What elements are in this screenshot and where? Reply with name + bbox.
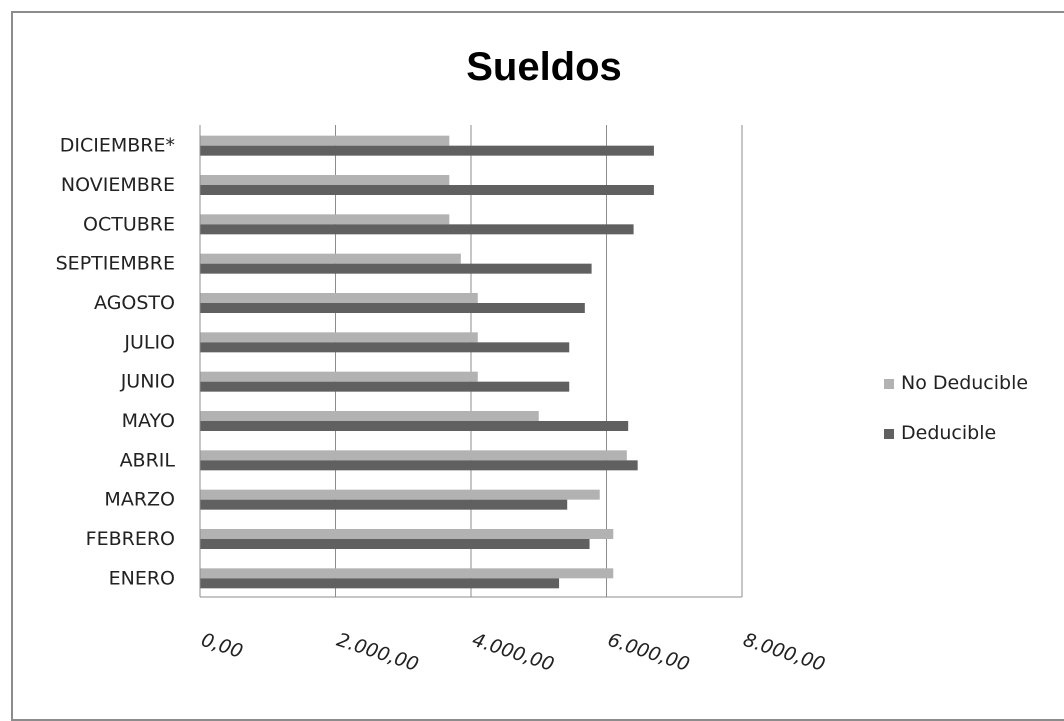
bar-deducible-diciembre	[200, 145, 654, 156]
bar-deducible-octubre	[200, 224, 634, 235]
x-tick-label: 6.000,00	[605, 629, 692, 676]
bar-deducible-septiembre	[200, 263, 592, 274]
bar-deducible-abril	[200, 460, 638, 471]
legend-swatch-deducible	[884, 429, 894, 439]
category-label: SEPTIEMBRE	[56, 253, 175, 275]
category-label: DICIEMBRE*	[60, 135, 175, 157]
bar-no-deducible-febrero	[200, 529, 614, 539]
bar-deducible-marzo	[200, 499, 568, 510]
chart-frame	[11, 11, 1064, 721]
bar-no-deducible-septiembre	[200, 253, 461, 264]
category-label: JUNIO	[120, 371, 175, 393]
category-label: OCTUBRE	[83, 213, 175, 235]
x-tick-label: 8.000,00	[740, 629, 827, 676]
bar-deducible-febrero	[200, 539, 590, 549]
bar-no-deducible-octubre	[200, 214, 450, 225]
bar-no-deducible-diciembre	[200, 135, 450, 146]
axes	[199, 125, 742, 598]
category-label: ENERO	[109, 567, 175, 589]
category-labels: ENERO FEBRERO MARZO ABRIL MAYO JUNIO JULIO AGOS…	[56, 135, 176, 590]
category-label: MAYO	[122, 410, 175, 432]
bar-no-deducible-marzo	[200, 489, 600, 500]
bar-deducible-junio	[200, 381, 570, 392]
legend-label-no-deducible: No Deducible	[901, 372, 1028, 394]
bar-deducible-julio	[200, 342, 570, 353]
bar-deducible-mayo	[200, 421, 629, 431]
category-label: NOVIEMBRE	[61, 174, 175, 196]
chart-title: Sueldos	[466, 45, 622, 89]
legend: No Deducible Deducible	[884, 372, 1028, 444]
bar-no-deducible-julio	[200, 332, 478, 343]
bar-deducible-noviembre	[200, 185, 654, 195]
category-label: ABRIL	[120, 449, 176, 471]
bar-deducible-enero	[200, 578, 560, 589]
x-tick-label: 0,00	[198, 629, 245, 663]
category-label: AGOSTO	[94, 292, 175, 314]
bar-no-deducible-agosto	[200, 293, 478, 303]
bar-no-deducible-mayo	[200, 411, 539, 421]
x-tick-label: 4.000,00	[469, 629, 556, 676]
bar-deducible-agosto	[200, 303, 585, 313]
bar-no-deducible-junio	[200, 371, 478, 382]
gridlines	[199, 125, 743, 597]
bar-no-deducible-abril	[200, 450, 627, 461]
bar-no-deducible-noviembre	[200, 175, 450, 185]
legend-label-deducible: Deducible	[901, 422, 996, 444]
bar-no-deducible-enero	[200, 568, 614, 579]
bars	[200, 135, 654, 589]
x-tick-labels: 0,00 2.000,00 4.000,00 6.000,00 8.000,00	[198, 629, 827, 676]
category-label: MARZO	[104, 489, 175, 511]
legend-swatch-no-deducible	[884, 379, 894, 389]
category-label: JULIO	[123, 331, 175, 353]
x-tick-label: 2.000,00	[334, 629, 421, 676]
category-label: FEBRERO	[86, 528, 175, 550]
